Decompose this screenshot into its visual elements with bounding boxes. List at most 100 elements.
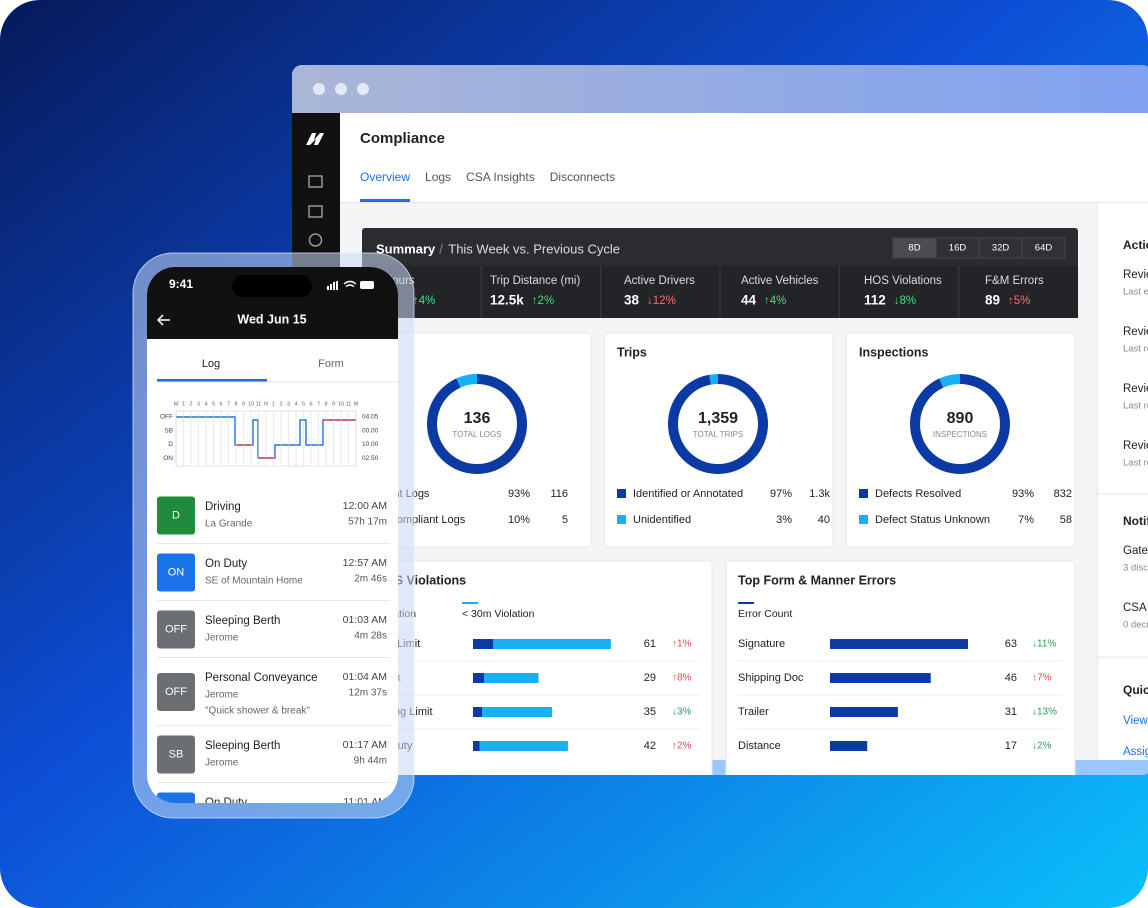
hour-label: 11 xyxy=(256,401,262,407)
back-button[interactable] xyxy=(156,314,170,326)
action-title[interactable]: Review inspections xyxy=(1123,383,1148,395)
screen-bg xyxy=(147,267,398,803)
legend-label: < 30m Violation xyxy=(462,608,535,620)
hour-label: 10 xyxy=(338,401,344,407)
hour-label: 4 xyxy=(204,401,207,407)
legend-label: Error Count xyxy=(738,608,792,620)
bar-segment xyxy=(473,673,485,683)
metric-change: ↑2% xyxy=(532,295,554,307)
clock-icon[interactable] xyxy=(308,233,323,247)
panel-title: Quick Links xyxy=(1123,683,1148,697)
range-label[interactable]: 32D xyxy=(992,243,1010,254)
legend-swatch xyxy=(617,489,626,498)
entry-status[interactable]: On Duty xyxy=(205,797,247,809)
row-count: 40 xyxy=(818,514,830,526)
metric-label: F&M Errors xyxy=(985,275,1044,287)
row-value: 61 xyxy=(644,638,656,650)
metric-change: ↑4% xyxy=(764,295,786,307)
status-label: ON xyxy=(163,455,173,462)
entry-status[interactable]: On Duty xyxy=(205,558,247,570)
tab[interactable]: Overview xyxy=(360,170,410,184)
duty-line-violation xyxy=(235,419,356,459)
entry-status[interactable]: Personal Conveyance xyxy=(205,672,318,684)
tab[interactable]: Disconnects xyxy=(550,170,615,184)
separator: / xyxy=(439,241,443,256)
status-badge xyxy=(157,496,195,535)
bar-segment xyxy=(473,707,483,717)
hour-label: 11 xyxy=(346,401,352,407)
tab[interactable]: CSA Insights xyxy=(466,170,535,184)
badge-label: ON xyxy=(168,566,185,578)
metric-value: 112 xyxy=(864,293,886,308)
card-fix xyxy=(603,332,834,548)
entry-duration: 2m 46s xyxy=(354,574,387,585)
hour-label: 1 xyxy=(272,401,275,407)
badge-label: D xyxy=(172,509,180,521)
action-title[interactable]: Review errors xyxy=(1123,440,1148,452)
summary-title: Summary xyxy=(376,241,436,256)
hour-label: 4 xyxy=(294,401,297,407)
map-icon[interactable] xyxy=(308,175,323,188)
entry-time: 12:57 AM xyxy=(343,557,387,569)
bar-segment xyxy=(473,741,480,751)
action-title[interactable]: Review trips xyxy=(1123,326,1148,338)
donut-label: TOTAL LOGS xyxy=(452,430,501,439)
row-label: Unidentified xyxy=(633,514,691,526)
donut-label: TOTAL TRIPS xyxy=(693,430,743,439)
bar xyxy=(830,673,931,683)
entry-status[interactable]: Driving xyxy=(205,501,241,513)
row-share: 93% xyxy=(508,488,530,500)
row-change: ↓3% xyxy=(672,707,692,718)
entry-time: 01:17 AM xyxy=(343,739,387,751)
status-badge xyxy=(157,553,195,592)
row-label: Distance xyxy=(738,740,781,752)
range-button[interactable] xyxy=(1021,237,1066,259)
row-change: ↑2% xyxy=(672,741,692,752)
metric-change: ↓8% xyxy=(894,295,916,307)
legend-swatch xyxy=(859,489,868,498)
signal-icon xyxy=(330,284,332,290)
entry-location: Jerome xyxy=(205,758,239,769)
metric-label: Active Vehicles xyxy=(741,275,819,287)
summary-subtitle: This Week vs. Previous Cycle xyxy=(448,241,620,256)
donut-segment xyxy=(910,374,1010,474)
entry-location: Jerome xyxy=(205,690,239,701)
notification-title: Gateway xyxy=(1123,545,1148,557)
metric-value: 12.5k xyxy=(490,293,524,308)
phone-tab[interactable]: Form xyxy=(318,358,344,370)
donut-segment xyxy=(668,374,768,474)
metric-change: ↑5% xyxy=(1008,295,1030,307)
hour-label: 8 xyxy=(324,401,327,407)
row-label: Identified or Annotated xyxy=(633,488,743,500)
hour-label: 9 xyxy=(332,401,335,407)
tab-underline xyxy=(157,379,267,382)
tab-underline xyxy=(360,199,411,202)
hour-label: 7 xyxy=(227,401,230,407)
range-label[interactable]: 8D xyxy=(908,243,920,254)
bar xyxy=(830,741,868,751)
status-total: 04.05 xyxy=(362,414,379,421)
entry-status[interactable]: Sleeping Berth xyxy=(205,615,280,627)
phone-tab[interactable]: Log xyxy=(202,358,220,370)
legend-swatch xyxy=(462,602,478,604)
hour-label: 5 xyxy=(212,401,215,407)
quick-link[interactable]: Assign xyxy=(1123,746,1148,758)
quick-link[interactable]: View all xyxy=(1123,715,1148,727)
wifi-icon xyxy=(343,280,357,288)
range-label[interactable]: 64D xyxy=(1035,243,1053,254)
status-total: 10.00 xyxy=(362,441,379,448)
row-change: ↑1% xyxy=(672,639,692,650)
tab[interactable]: Logs xyxy=(425,170,451,184)
entry-status[interactable]: Sleeping Berth xyxy=(205,740,280,752)
action-title[interactable]: Review logs xyxy=(1123,269,1148,281)
row-value: 17 xyxy=(1005,740,1017,752)
range-label[interactable]: 16D xyxy=(949,243,967,254)
hour-label: 1 xyxy=(182,401,185,407)
status-time: 9:41 xyxy=(169,277,193,291)
chart-icon[interactable] xyxy=(308,205,323,218)
metric-label: Trip Distance (mi) xyxy=(490,275,580,287)
status-label: OFF xyxy=(160,414,173,421)
entry-duration: 9h 44m xyxy=(354,756,387,767)
